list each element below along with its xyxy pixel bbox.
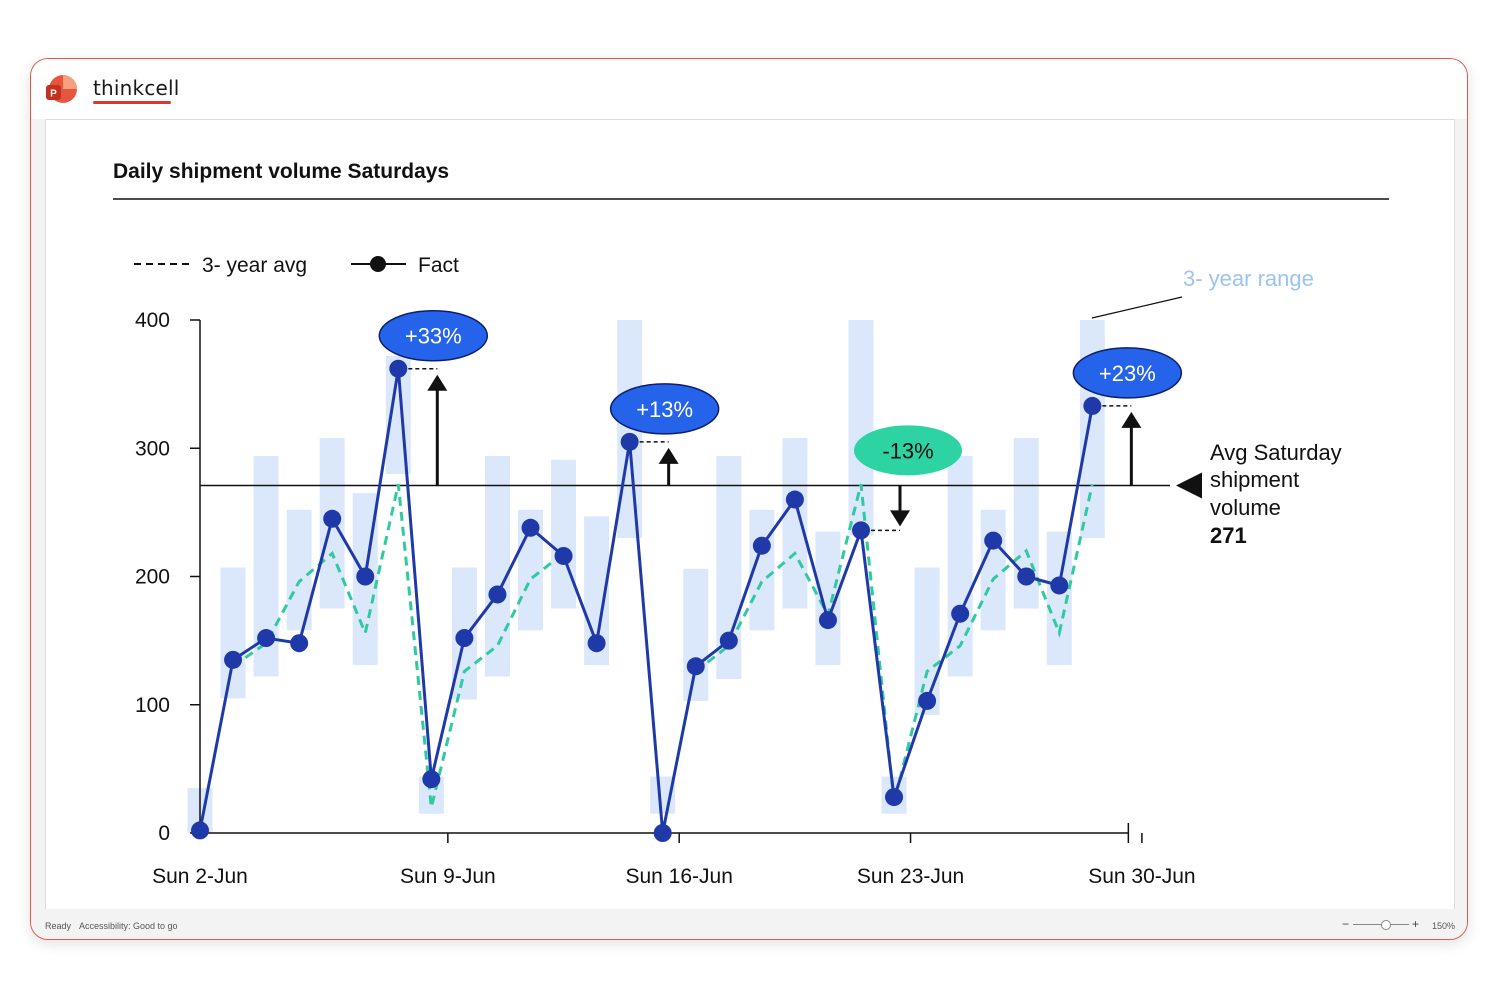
x-tick-label-21: Sun 23-Jun [857, 865, 964, 888]
fact-point-10 [521, 518, 540, 537]
fact-point-27 [1083, 396, 1102, 415]
app-title: thinkcell [93, 76, 180, 100]
status-ready: Ready [45, 921, 72, 931]
ref-value-label: 271 [1210, 523, 1247, 548]
range-label-leader [1091, 296, 1183, 319]
y-tick-label-100: 100 [135, 694, 170, 717]
fact-point-15 [686, 657, 705, 676]
fact-point-21 [885, 788, 904, 807]
fact-point-9 [488, 585, 507, 604]
chart-title: Daily shipment volume Saturdays [113, 160, 449, 183]
fact-point-26 [1050, 576, 1069, 595]
y-tick-label-400: 400 [135, 309, 170, 332]
fact-point-14 [653, 824, 672, 842]
fact-point-25 [1017, 567, 1036, 586]
fact-point-19 [818, 611, 837, 630]
callout-arrow-head-0 [427, 374, 448, 391]
slide-canvas: Daily shipment volume Saturdays 3- year … [45, 119, 1455, 911]
legend-avg-label: 3- year avg [202, 254, 307, 277]
fact-point-20 [852, 521, 870, 540]
range-bar-22 [914, 567, 940, 716]
range-bar-18 [782, 437, 808, 609]
fact-point-16 [719, 631, 738, 650]
app-window: P thinkcell Daily shipment volume Saturd… [30, 58, 1468, 940]
fact-point-23 [951, 604, 970, 623]
fact-point-7 [422, 770, 441, 789]
x-tick-label-0: Sun 2-Jun [152, 865, 248, 888]
callout-label-2: -13% [882, 438, 933, 463]
fact-point-3 [290, 634, 309, 653]
ref-label-line-1: Avg Saturday [1210, 440, 1342, 465]
callout-label-1: +13% [636, 397, 693, 422]
powerpoint-logo-icon: P [46, 75, 77, 103]
fact-point-13 [620, 432, 639, 451]
fact-point-22 [918, 691, 937, 710]
fact-point-11 [554, 546, 573, 565]
range-bar-11 [551, 459, 577, 609]
range-bar-1 [220, 567, 246, 699]
fact-point-12 [587, 634, 606, 653]
status-accessibility[interactable]: Accessibility: Good to go [79, 921, 178, 931]
zoom-in-button[interactable]: + [1411, 917, 1419, 931]
fact-point-2 [257, 629, 276, 648]
x-tick-label-28: Sun 30-Jun [1088, 865, 1195, 888]
y-tick-label-0: 0 [158, 822, 170, 845]
ref-label-line-3: volume [1210, 495, 1281, 520]
title-bar: P thinkcell [31, 59, 1467, 119]
x-tick-label-7: Sun 9-Jun [400, 865, 496, 888]
fact-point-18 [785, 490, 804, 509]
reference-line-marker [1176, 472, 1202, 499]
x-tick-label-14: Sun 16-Jun [625, 865, 732, 888]
svg-text:P: P [50, 89, 57, 100]
fact-point-6 [389, 359, 408, 378]
zoom-level[interactable]: 150% [1431, 921, 1455, 931]
callout-arrow-head-2 [890, 510, 910, 527]
y-tick-label-200: 200 [135, 566, 170, 589]
title-underline [93, 101, 171, 104]
status-bar: Ready Accessibility: Good to go − + 150% [31, 909, 1467, 939]
fact-point-8 [455, 629, 474, 648]
fact-point-1 [224, 650, 243, 669]
callout-arrow-head-3 [1121, 411, 1142, 428]
fact-point-4 [323, 509, 342, 528]
zoom-out-button[interactable]: − [1341, 917, 1349, 931]
range-bar-9 [484, 455, 510, 677]
callout-arrow-head-1 [658, 447, 679, 464]
callout-bubble-3 [1072, 347, 1183, 399]
fact-series-line [198, 368, 1094, 834]
fact-point-17 [752, 536, 771, 555]
range-bar-15 [683, 568, 709, 701]
callout-bubble-0 [378, 309, 489, 362]
callout-bubble-2 [854, 425, 962, 476]
legend-fact-label: Fact [418, 254, 459, 277]
chart: Daily shipment volume Saturdays 3- year … [113, 160, 1389, 888]
fact-point-24 [984, 531, 1003, 550]
fact-point-0 [191, 821, 209, 840]
callout-bubble-1 [609, 383, 720, 435]
avg-series-line [232, 483, 565, 808]
y-tick-label-300: 300 [135, 437, 170, 460]
range-label: 3- year range [1183, 266, 1314, 291]
zoom-slider-thumb[interactable] [1381, 920, 1391, 930]
callout-label-0: +33% [405, 324, 462, 349]
ref-label-line-2: shipment [1210, 467, 1299, 492]
callout-label-3: +23% [1099, 361, 1156, 386]
range-bar-20 [848, 320, 874, 536]
legend-fact-marker [370, 256, 386, 272]
fact-point-5 [356, 567, 375, 586]
